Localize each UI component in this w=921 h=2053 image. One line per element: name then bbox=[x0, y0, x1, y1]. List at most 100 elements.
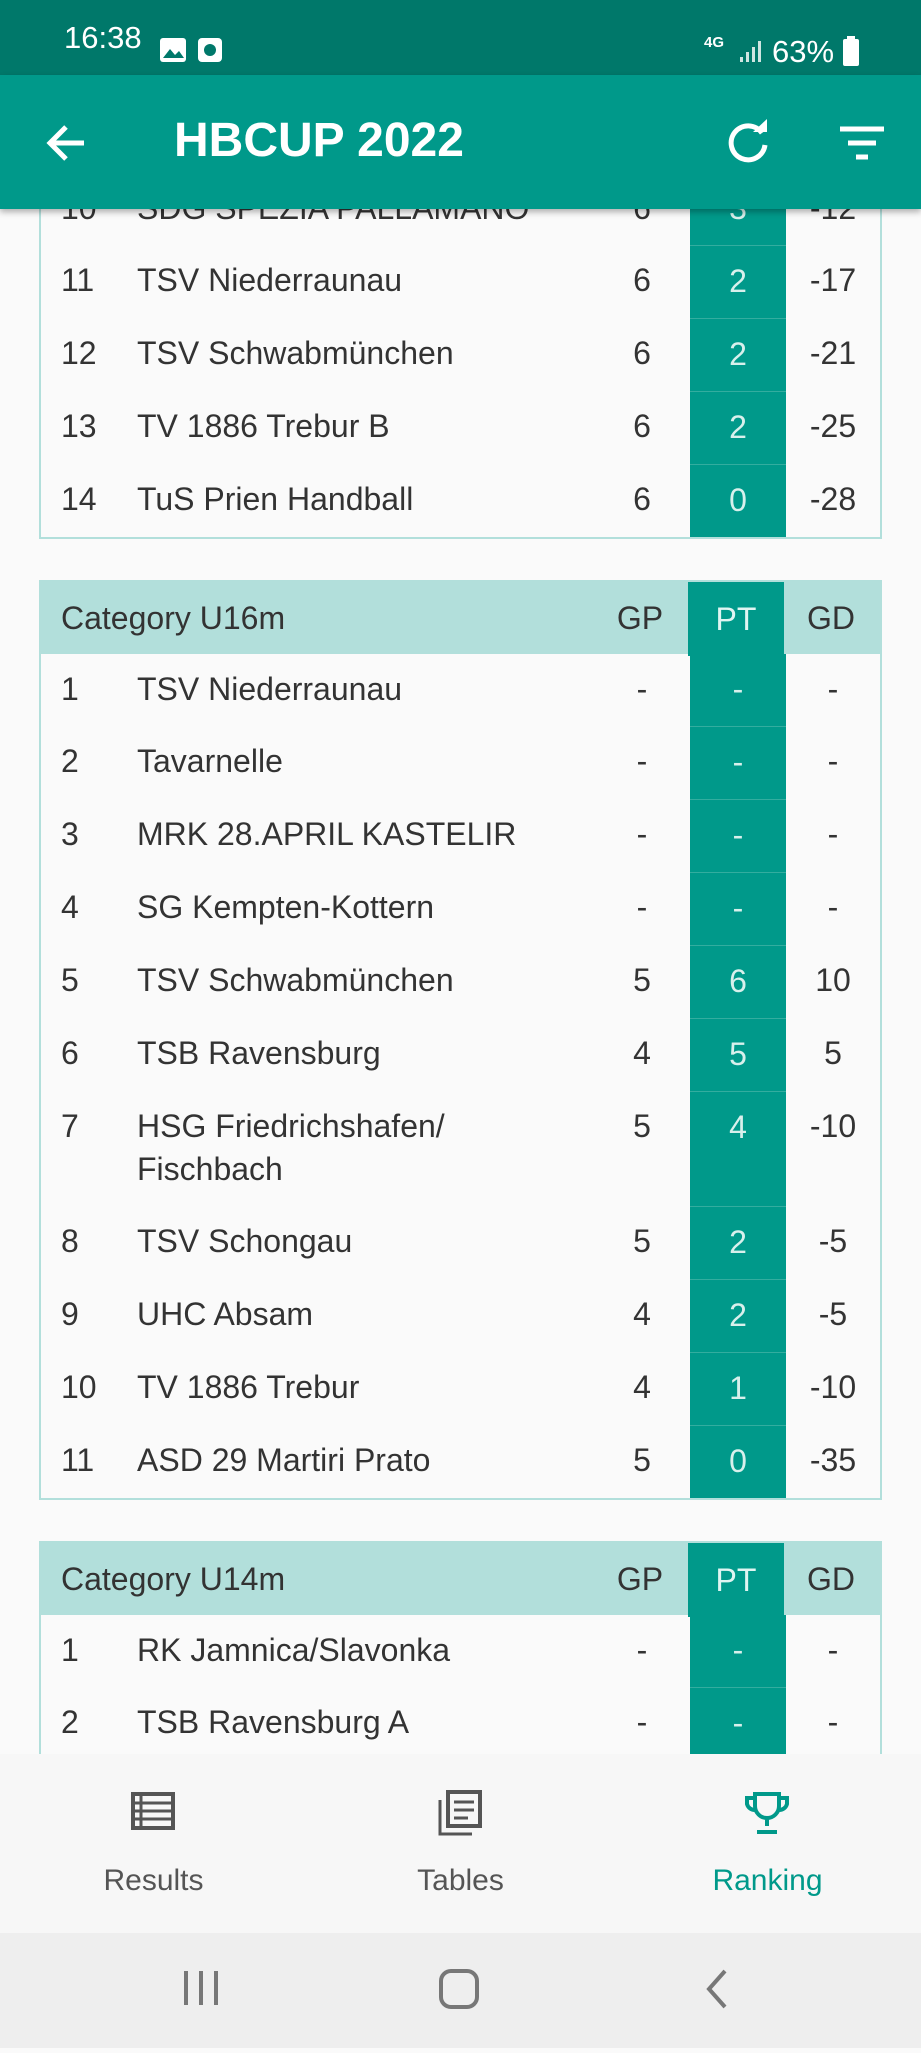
points: - bbox=[690, 1615, 786, 1687]
points: 6 bbox=[690, 945, 786, 1018]
system-nav bbox=[0, 1933, 921, 2048]
games-played: 4 bbox=[633, 1035, 651, 1071]
team: SG Kempten-Kottern bbox=[137, 889, 435, 925]
signal bbox=[740, 41, 761, 62]
games-played: - bbox=[636, 1704, 648, 1740]
app-title: HBCUP 2022 bbox=[174, 114, 464, 167]
games-played: 6 bbox=[594, 209, 690, 230]
col-gp: GP bbox=[616, 599, 664, 636]
team: ASD 29 Martiri Prato bbox=[137, 1442, 431, 1478]
games-played: 6 bbox=[633, 408, 651, 444]
rank: 14 bbox=[61, 481, 97, 517]
games-played: 6 bbox=[633, 262, 651, 298]
rank: 1 bbox=[61, 1632, 79, 1668]
points: 5 bbox=[690, 1018, 786, 1091]
goal-difference: - bbox=[827, 1632, 839, 1668]
goal-difference: -5 bbox=[818, 1296, 848, 1332]
col-pt: PT bbox=[688, 1543, 784, 1617]
bottom-nav: Results Tables Ranking bbox=[0, 1754, 921, 1933]
points: - bbox=[690, 1687, 786, 1754]
points: - bbox=[690, 799, 786, 872]
rank: 6 bbox=[61, 1035, 79, 1071]
table-row: 3 MRK 28.APRIL KASTELIR - - - bbox=[41, 799, 880, 872]
nav-icon bbox=[438, 1790, 482, 1836]
games-played: 4 bbox=[633, 1369, 651, 1405]
nav-label: Tables bbox=[417, 1864, 504, 1897]
battery: 63% bbox=[772, 34, 835, 69]
points: 2 bbox=[690, 1279, 786, 1352]
table-row: 5 TSV Schwabmünchen 5 6 10 bbox=[41, 945, 880, 1018]
team: TuS Prien Handball bbox=[137, 481, 414, 517]
games-played: - bbox=[636, 1632, 648, 1668]
filter-button[interactable] bbox=[838, 125, 886, 161]
table-row: 6 TSB Ravensburg 4 5 5 bbox=[41, 1018, 880, 1091]
nav-icon bbox=[745, 1792, 789, 1834]
points: - bbox=[690, 872, 786, 945]
nav-item[interactable]: Tables bbox=[307, 1754, 614, 1933]
goal-difference: -12 bbox=[786, 209, 880, 230]
team: TV 1886 Trebur bbox=[137, 1369, 360, 1405]
rank: 7 bbox=[61, 1108, 79, 1144]
table-row: 11 ASD 29 Martiri Prato 5 0 -35 bbox=[41, 1425, 880, 1498]
rank: 12 bbox=[61, 335, 97, 371]
rank: 11 bbox=[61, 1442, 95, 1478]
ranking-list: 10SDG SPEZIA PALLAMANO63-1211TSV Niederr… bbox=[0, 209, 921, 1754]
table-row: 9 UHC Absam 4 2 -5 bbox=[41, 1279, 880, 1352]
team: MRK 28.APRIL KASTELIR bbox=[137, 816, 517, 852]
goal-difference: -10 bbox=[809, 1108, 857, 1144]
system-buttons bbox=[184, 1969, 727, 2009]
points: 3 bbox=[690, 209, 786, 245]
back-button[interactable] bbox=[44, 121, 88, 165]
table-header: Category U14m GP PT GD bbox=[41, 1541, 880, 1617]
table-row: 1 RK Jamnica/Slavonka - - - bbox=[41, 1615, 880, 1687]
team: Tavarnelle bbox=[137, 743, 283, 779]
status-bar: 16:38 4G 63% bbox=[0, 0, 921, 75]
team: UHC Absam bbox=[137, 1296, 314, 1332]
games-played: - bbox=[636, 889, 648, 925]
table-row: 2 Tavarnelle - - - bbox=[41, 726, 880, 799]
rank: 9 bbox=[61, 1296, 79, 1332]
games-played: 5 bbox=[633, 962, 651, 998]
goal-difference: - bbox=[827, 671, 839, 707]
rank: 2 bbox=[61, 743, 79, 779]
points: 0 bbox=[690, 464, 786, 537]
points: - bbox=[690, 654, 786, 726]
rank: 10 bbox=[41, 209, 137, 230]
nav-item[interactable]: Ranking bbox=[614, 1754, 921, 1933]
games-played: 6 bbox=[633, 481, 651, 517]
goal-difference: -17 bbox=[809, 262, 857, 298]
table-row: 12 TSV Schwabmünchen 6 2 -21 bbox=[41, 318, 880, 391]
time: 16:38 bbox=[64, 20, 142, 55]
points: 0 bbox=[690, 1425, 786, 1498]
team: TSV Niederraunau bbox=[137, 671, 403, 707]
goal-difference: 5 bbox=[824, 1035, 842, 1071]
games-played: 4 bbox=[633, 1296, 651, 1332]
games-played: - bbox=[636, 671, 648, 707]
table-row: 10 TV 1886 Trebur 4 1 -10 bbox=[41, 1352, 880, 1425]
games-played: 6 bbox=[633, 335, 651, 371]
goal-difference: - bbox=[827, 743, 839, 779]
team: RK Jamnica/Slavonka bbox=[137, 1632, 451, 1668]
rank: 11 bbox=[61, 262, 95, 298]
category-title: Category U16m bbox=[61, 599, 286, 636]
nav-item[interactable]: Results bbox=[0, 1754, 307, 1933]
col-gd: GD bbox=[807, 1560, 855, 1597]
nav-label: Results bbox=[103, 1864, 204, 1897]
team: TSV Schwabmünchen bbox=[137, 962, 454, 998]
goal-difference: -25 bbox=[809, 408, 857, 444]
team: SDG SPEZIA PALLAMANO bbox=[137, 209, 594, 230]
goal-difference: - bbox=[827, 889, 839, 925]
team: TSV Niederraunau bbox=[137, 262, 403, 298]
table-row: 14 TuS Prien Handball 6 0 -28 bbox=[41, 464, 880, 537]
rank: 3 bbox=[61, 816, 79, 852]
battery-icon bbox=[843, 36, 859, 66]
nav-icon bbox=[131, 1792, 175, 1830]
table-row: 4 SG Kempten-Kottern - - - bbox=[41, 872, 880, 945]
team: HSG Friedrichshafen/ Fischbach bbox=[137, 1108, 445, 1187]
rank: 13 bbox=[61, 408, 97, 444]
points: 2 bbox=[690, 318, 786, 391]
goal-difference: - bbox=[827, 816, 839, 852]
refresh-button[interactable] bbox=[726, 119, 772, 165]
rank: 8 bbox=[61, 1223, 79, 1259]
goal-difference: -28 bbox=[809, 481, 857, 517]
